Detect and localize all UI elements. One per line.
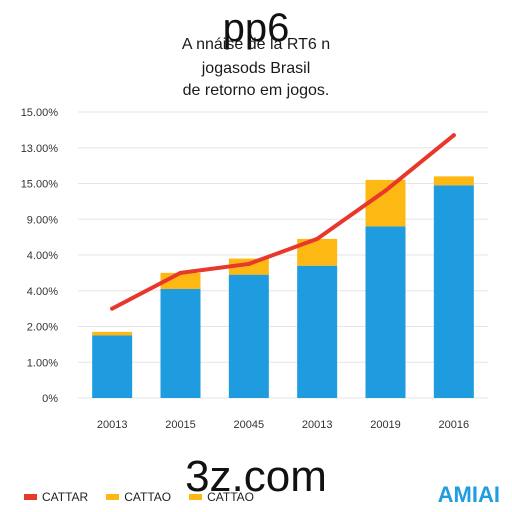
y-tick-label: 13.00%: [21, 143, 59, 155]
y-tick-label: 15.00%: [21, 107, 59, 119]
bar-primary: [160, 288, 201, 398]
legend-swatch: [106, 494, 120, 500]
legend-entry: CATTAO: [189, 490, 254, 504]
bar-primary: [92, 335, 133, 398]
y-tick-label: 0%: [42, 393, 58, 405]
legend-label: CATTAO: [124, 490, 172, 504]
legend-swatch: [24, 494, 37, 500]
bars: [92, 176, 474, 398]
x-tick-label: 20015: [165, 419, 196, 431]
y-axis-ticks: 0% 1.00% 2.00% 4.00% 4.00% 9.00% 15.00% 13.00% 1…: [21, 107, 59, 405]
legend: CATTAR CATTAO CATTAO: [24, 490, 254, 504]
trend-line-point: [383, 188, 388, 193]
overlay-text-top: pp6: [222, 6, 290, 50]
y-tick-label: 9.00%: [27, 214, 58, 226]
legend-swatch: [189, 494, 203, 500]
trend-line-path: [110, 133, 456, 311]
legend-entry: CATTAO: [106, 490, 171, 504]
y-tick-label: 15.00%: [21, 179, 59, 191]
trend-line: [110, 133, 456, 311]
chart-title-line-1: A nnáise de la RT6 n: [181, 36, 331, 53]
y-tick-label: 2.00%: [27, 322, 58, 334]
bar-primary: [365, 226, 406, 398]
y-tick-label: 1.00%: [27, 357, 58, 369]
bar-secondary: [92, 331, 133, 336]
chart-title-line-2: jogasods Brasil: [201, 60, 311, 77]
legend-entry: CATTAR: [24, 490, 88, 504]
trend-line-point: [178, 270, 183, 275]
x-tick-label: 20016: [439, 419, 470, 431]
x-tick-label: 20013: [302, 419, 333, 431]
overlay-text-bottom: 3z.com: [185, 452, 327, 501]
trend-line-point: [110, 306, 115, 311]
y-tick-label: 4.00%: [27, 250, 58, 262]
y-tick-label: 4.00%: [27, 286, 58, 298]
bar-secondary: [228, 258, 269, 275]
x-tick-label: 20045: [234, 419, 265, 431]
brand-logo: AMIAI: [437, 482, 500, 507]
x-tick-label: 20019: [370, 419, 401, 431]
legend-label: CATTAR: [42, 490, 89, 504]
x-axis-ticks: 20013 20015 20045 20013 20019 20016: [97, 419, 469, 431]
bar-primary: [297, 265, 338, 398]
chart-title-line-3: de retorno em jogos.: [182, 82, 330, 99]
bar-primary: [228, 274, 269, 398]
trend-line-point: [246, 261, 251, 266]
trend-line-point: [315, 236, 320, 241]
trend-line-point: [451, 133, 456, 138]
bar-secondary: [365, 179, 406, 227]
legend-label: CATTAO: [207, 490, 254, 504]
bar-secondary: [433, 176, 474, 186]
x-tick-label: 20013: [97, 419, 128, 431]
bar-primary: [433, 185, 474, 398]
